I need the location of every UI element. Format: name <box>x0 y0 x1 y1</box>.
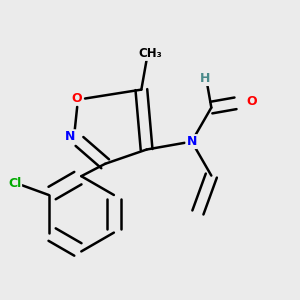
Text: N: N <box>187 135 197 148</box>
Text: CH₃: CH₃ <box>138 47 162 60</box>
Text: Cl: Cl <box>8 177 21 190</box>
Text: O: O <box>71 92 82 104</box>
Text: O: O <box>246 95 257 108</box>
Text: N: N <box>65 130 75 143</box>
Text: H: H <box>200 72 210 85</box>
